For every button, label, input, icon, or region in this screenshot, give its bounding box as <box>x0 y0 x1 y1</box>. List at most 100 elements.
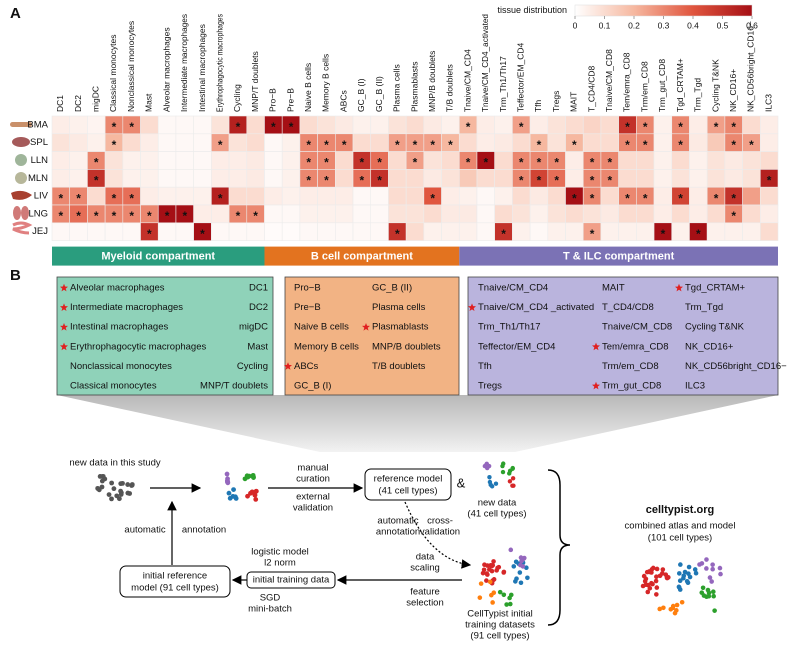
dot <box>487 474 492 480</box>
dot <box>510 466 515 471</box>
dot <box>513 559 519 565</box>
dot <box>111 486 117 492</box>
label: annotation <box>376 527 420 538</box>
heatmap-cell <box>246 133 265 152</box>
heatmap-cell <box>441 115 460 135</box>
compartment-bar <box>264 246 460 266</box>
cell-label: * <box>306 173 311 187</box>
cell-type: Tfh <box>478 361 492 372</box>
heatmap-cell <box>317 222 336 241</box>
dot <box>484 578 489 583</box>
cell-label: * <box>661 227 666 241</box>
dot <box>242 476 248 482</box>
heatmap-cell <box>689 204 708 224</box>
new-type-star <box>592 342 600 351</box>
column-label: T/B doublets <box>445 64 455 112</box>
dot <box>686 564 692 570</box>
dot <box>514 576 519 581</box>
column-label: NK_CD56bright_CD16− <box>746 21 756 112</box>
cell-label: * <box>59 209 64 223</box>
heatmap-cell <box>352 115 372 135</box>
label: (41 cell types) <box>467 509 526 520</box>
heatmap-cell <box>264 169 283 188</box>
cell-label: * <box>200 227 205 241</box>
cell-label: * <box>696 227 701 241</box>
workflow: new data in this study manual curation e… <box>69 458 735 642</box>
cell-label: * <box>537 138 542 152</box>
heatmap-cell <box>441 204 460 224</box>
colorbar-tick-label: 0.1 <box>599 20 611 30</box>
dot <box>486 463 492 469</box>
dot <box>490 600 495 605</box>
heatmap-cell <box>122 222 141 241</box>
cell-label: * <box>413 138 418 152</box>
heatmap-cell <box>706 151 726 170</box>
heatmap-cell <box>636 222 655 241</box>
heatmap-cell <box>157 222 177 241</box>
heatmap-cell <box>671 222 690 241</box>
cell-label: * <box>767 173 772 187</box>
dot <box>109 496 114 502</box>
label: annotation <box>182 525 226 536</box>
heatmap-cell <box>69 151 88 170</box>
heatmap-cell <box>689 133 708 152</box>
dot <box>487 479 493 485</box>
cell-label: * <box>607 156 612 170</box>
cell-type: Intermediate macrophages <box>70 302 183 313</box>
cell-type: Intestinal macrophages <box>70 322 168 333</box>
column-label: NK_CD16+ <box>728 69 738 112</box>
column-label: Plasma cells <box>392 64 402 112</box>
label: training datasets <box>465 620 535 631</box>
new-type-star <box>592 381 600 390</box>
heatmap-cell <box>157 133 177 152</box>
cell-label: * <box>76 191 81 205</box>
column-label: MNP/T doublets <box>250 51 260 112</box>
heatmap-cell <box>671 204 690 224</box>
dot <box>487 579 493 585</box>
dot <box>500 463 505 469</box>
heatmap-cell <box>476 115 495 135</box>
heatmap-cell <box>618 222 637 241</box>
heatmap-cell <box>211 169 230 188</box>
cell-label: * <box>236 120 241 134</box>
column-label: Intestinal macrophages <box>197 24 207 112</box>
heatmap-cell <box>51 169 71 188</box>
box <box>364 468 452 501</box>
dot <box>252 492 258 498</box>
heatmap-cell <box>458 133 478 152</box>
heatmap-cell <box>193 204 212 224</box>
column-label: Trm_gut_CD8 <box>657 59 667 112</box>
cell-type: Cycling <box>237 361 268 372</box>
cell-label: * <box>342 138 347 152</box>
column-label: Naive B cells <box>303 63 313 112</box>
heatmap-cell <box>547 186 566 206</box>
heatmap-cell <box>494 204 513 224</box>
cell-type: Pre−B <box>294 302 321 313</box>
dot <box>489 568 495 574</box>
label: initial training data <box>253 575 330 586</box>
heatmap-cell <box>157 169 177 188</box>
panel-label: B <box>10 267 21 284</box>
dot <box>118 481 124 487</box>
heatmap-cell <box>352 133 372 152</box>
cell-type: MNP/B doublets <box>372 341 441 352</box>
dot <box>224 471 230 477</box>
cell-label: * <box>218 191 223 205</box>
dot <box>670 605 676 611</box>
heatmap-cell <box>264 186 283 206</box>
label: new data in this study <box>69 458 161 469</box>
heatmap-cell <box>759 222 779 241</box>
heatmap-cell <box>122 169 141 188</box>
cell-label: * <box>94 173 99 187</box>
dot <box>114 493 120 499</box>
cell-label: * <box>519 173 524 187</box>
label: & <box>457 475 466 490</box>
heatmap-cell <box>405 186 425 206</box>
heatmap-cell <box>193 115 212 135</box>
cell-label: * <box>147 209 152 223</box>
cell-type: Tnaive/CM_CD8 <box>602 322 672 333</box>
heatmap-cell <box>512 204 531 224</box>
new-type-star <box>60 303 68 311</box>
label: model (91 cell types) <box>131 583 219 594</box>
heatmap-cell <box>352 186 372 206</box>
